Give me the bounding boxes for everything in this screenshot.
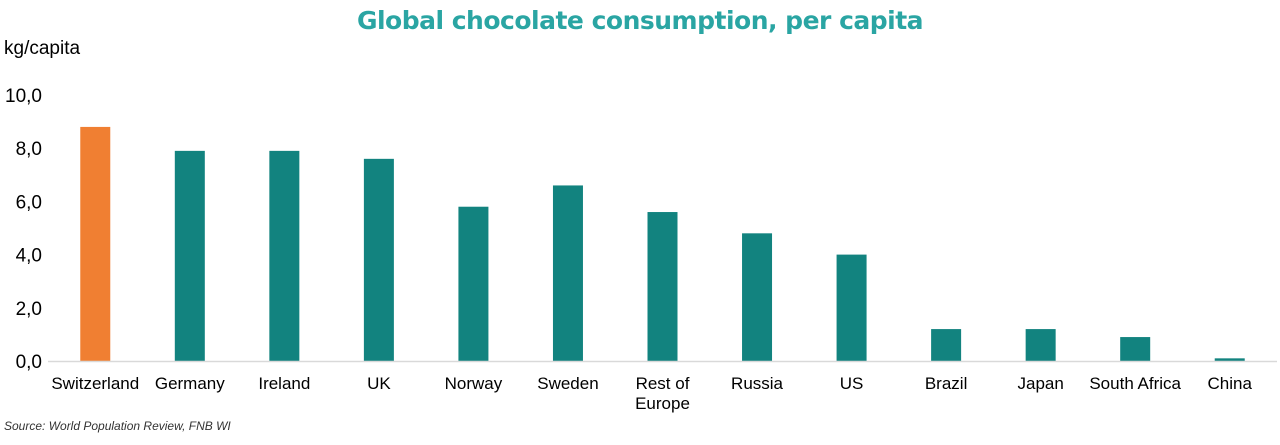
x-tick-label: UK xyxy=(367,374,391,393)
x-axis-labels: Switzerland Germany Ireland UK Norway Sweden R… xyxy=(51,374,1252,413)
chart-title: Global chocolate consumption, per capita xyxy=(356,6,924,35)
y-tick-label: 4,0 xyxy=(16,246,42,267)
y-axis-label: kg/capita xyxy=(4,38,81,59)
bar xyxy=(1025,329,1056,361)
bar xyxy=(269,150,300,361)
bar xyxy=(742,233,773,361)
bar xyxy=(363,158,394,361)
y-tick-label: 10,0 xyxy=(5,86,42,107)
bar xyxy=(836,254,867,361)
x-tick-label: Rest of Europe xyxy=(635,374,690,413)
y-tick-label: 6,0 xyxy=(16,192,42,213)
x-tick-label: Japan xyxy=(1017,374,1063,393)
bars xyxy=(80,126,1245,361)
bar xyxy=(458,206,489,361)
x-tick-label: Norway xyxy=(445,374,503,393)
y-tick-label: 0,0 xyxy=(16,352,42,373)
y-axis-ticks: 0,0 2,0 4,0 6,0 8,0 10,0 xyxy=(5,86,42,373)
x-tick-label: Switzerland xyxy=(51,374,139,393)
x-tick-label: Ireland xyxy=(258,374,310,393)
bar xyxy=(1214,358,1245,361)
x-tick-label: Germany xyxy=(155,374,225,393)
x-tick-label: US xyxy=(840,374,864,393)
y-tick-label: 2,0 xyxy=(16,299,42,320)
x-tick-label: South Africa xyxy=(1089,374,1181,393)
x-tick-label: Russia xyxy=(731,374,784,393)
bar xyxy=(80,126,111,361)
bar xyxy=(174,150,205,361)
bar xyxy=(552,185,583,361)
x-tick-label: Sweden xyxy=(537,374,598,393)
bar xyxy=(1120,337,1151,361)
source-note: Source: World Population Review, FNB WI xyxy=(4,419,231,433)
bar xyxy=(931,329,962,361)
y-tick-label: 8,0 xyxy=(16,139,42,160)
x-tick-label: China xyxy=(1208,374,1253,393)
bar xyxy=(647,212,678,361)
x-tick-label: Brazil xyxy=(925,374,968,393)
